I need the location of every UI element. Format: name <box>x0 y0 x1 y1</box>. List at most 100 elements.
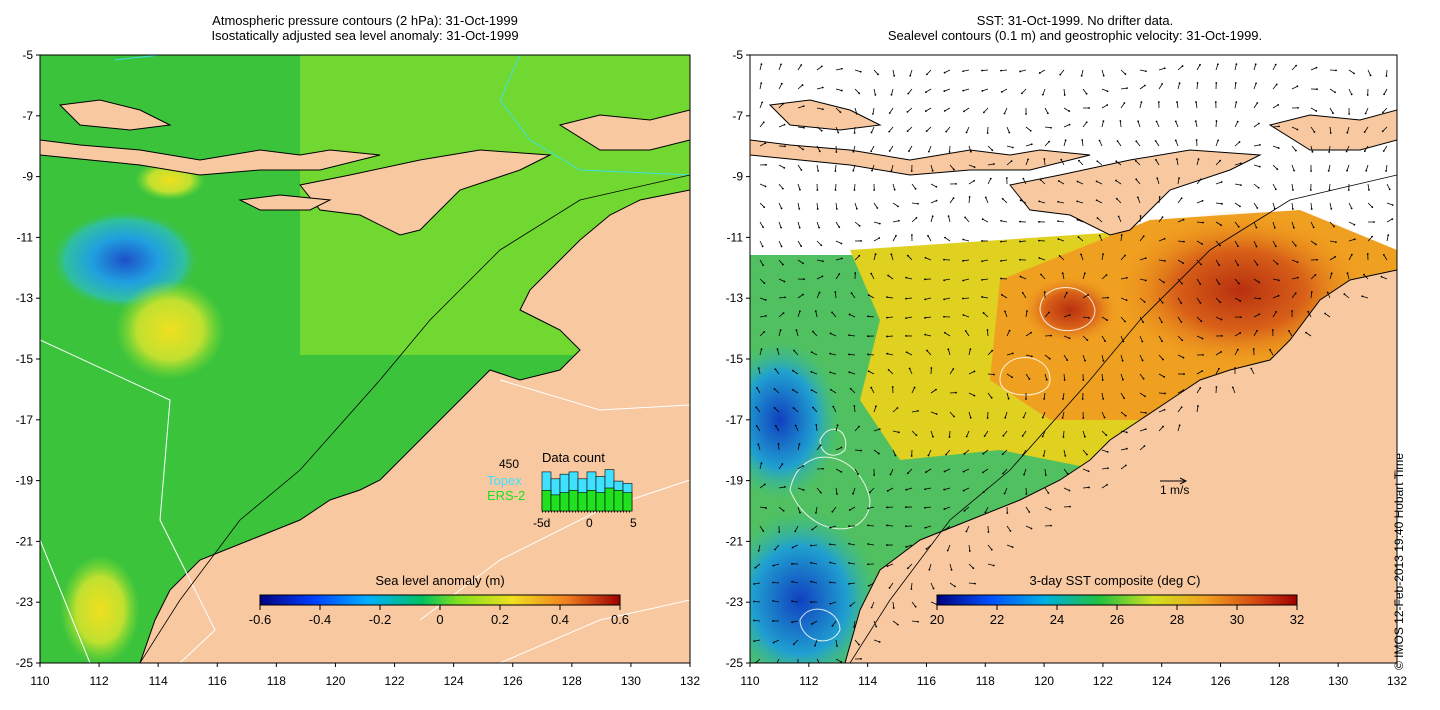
y-tick-label: -9 <box>22 170 33 184</box>
right-australia-coast <box>844 269 1397 663</box>
y-tick-label: -25 <box>726 656 744 670</box>
right-title-line2: Sealevel contours (0.1 m) and geostrophi… <box>887 28 1263 43</box>
left-bathymetry <box>139 174 690 663</box>
colorbar-tick-label: -0.4 <box>309 612 331 627</box>
right-cool-south <box>750 510 880 663</box>
colorbar-tick-label: 0.4 <box>551 612 569 627</box>
x-tick-label: 126 <box>1211 674 1231 688</box>
y-tick-label: -13 <box>726 291 744 305</box>
x-tick-label: 116 <box>917 674 936 688</box>
left-colorbar-label: Sea level anomaly (m) <box>375 573 504 588</box>
inset-tick-minus5: -5d <box>533 516 550 530</box>
ers-bar <box>604 487 615 512</box>
right-flores-sumbawa <box>750 139 1091 176</box>
colorbar-tick-label: -0.2 <box>369 612 391 627</box>
ers-bar <box>586 489 597 512</box>
left-sumba-island <box>238 194 332 211</box>
colorbar-tick-label: 0.2 <box>491 612 509 627</box>
x-tick-label: 124 <box>444 674 464 688</box>
right-north-islands <box>1268 109 1397 151</box>
geostrophic-velocity-field <box>753 63 1394 663</box>
x-tick-label: 118 <box>267 674 286 688</box>
left-java-fragment <box>58 99 172 131</box>
x-tick-label: 116 <box>208 674 227 688</box>
left-title-line2: Isostatically adjusted sea level anomaly… <box>211 28 519 43</box>
y-tick-label: -13 <box>16 291 34 305</box>
ers-bar <box>559 492 570 512</box>
left-map <box>40 55 690 663</box>
y-tick-label: -23 <box>16 595 34 609</box>
inset-max-label: 450 <box>499 457 519 471</box>
x-tick-label: 128 <box>1269 674 1289 688</box>
ers-bar <box>595 492 606 512</box>
left-colorbar <box>259 594 621 606</box>
colorbar-tick-label: 22 <box>990 612 1004 627</box>
x-tick-label: 122 <box>1093 674 1113 688</box>
y-tick-label: -23 <box>726 595 744 609</box>
y-tick-label: -15 <box>726 352 744 366</box>
right-sealevel-contours <box>789 287 1096 642</box>
y-tick-label: -17 <box>16 413 34 427</box>
right-java-fragment <box>768 99 882 131</box>
x-tick-label: 120 <box>325 674 345 688</box>
right-warm-eddy <box>1020 275 1120 345</box>
x-tick-label: 132 <box>680 674 700 688</box>
ers-bar <box>568 489 579 512</box>
x-tick-label: 132 <box>1387 674 1407 688</box>
data-count-inset: 450 Topex ERS-2 Data count -5d 0 5 <box>487 450 637 530</box>
right-cool-west <box>750 340 840 500</box>
left-panel-title: Atmospheric pressure contours (2 hPa): 3… <box>40 13 690 43</box>
right-bathymetry <box>849 174 1397 663</box>
inset-tick-5: 5 <box>630 516 637 530</box>
inset-ers-label: ERS-2 <box>487 488 525 503</box>
x-tick-label: 126 <box>503 674 523 688</box>
ers-bar <box>541 489 552 512</box>
imos-credit: © IMOS 12-Feb-2013 19:40 Hobart Time <box>1392 453 1406 670</box>
inset-histogram <box>541 469 633 513</box>
x-tick-label: 130 <box>621 674 641 688</box>
x-tick-label: 120 <box>1034 674 1054 688</box>
left-timor-island <box>299 149 552 236</box>
colorbar-tick-label: 30 <box>1230 612 1244 627</box>
right-panel-title: SST: 31-Oct-1999. No drifter data. Seale… <box>750 13 1400 43</box>
right-title-line1: SST: 31-Oct-1999. No drifter data. <box>976 13 1174 28</box>
y-tick-label: -21 <box>16 534 34 548</box>
colorbar-tick-label: 26 <box>1110 612 1124 627</box>
y-tick-label: -5 <box>22 48 33 62</box>
colorbar-tick-label: 0.6 <box>611 612 629 627</box>
y-tick-label: -19 <box>16 474 34 488</box>
y-tick-label: -9 <box>732 170 743 184</box>
velocity-scale: 1 m/s <box>1160 477 1189 497</box>
left-australia-coast <box>139 189 690 663</box>
x-tick-label: 114 <box>149 674 168 688</box>
colorbar-tick-label: 24 <box>1050 612 1064 627</box>
x-tick-label: 110 <box>30 674 49 688</box>
left-north-islands <box>558 109 690 151</box>
right-map <box>750 55 1397 663</box>
y-tick-label: -21 <box>726 534 744 548</box>
y-tick-label: -25 <box>16 656 34 670</box>
ers-bar <box>622 492 633 512</box>
ers-bar <box>550 494 561 512</box>
colorbar-tick-label: -0.6 <box>249 612 271 627</box>
left-flores-sumbawa <box>40 139 381 176</box>
x-tick-label: 118 <box>976 674 995 688</box>
x-tick-label: 128 <box>562 674 582 688</box>
ers-bar <box>577 492 588 512</box>
colorbar-tick-label: 0 <box>436 612 443 627</box>
x-tick-label: 130 <box>1328 674 1348 688</box>
x-tick-label: 112 <box>799 674 818 688</box>
y-tick-label: -5 <box>732 48 743 62</box>
colorbar-tick-label: 32 <box>1290 612 1304 627</box>
y-tick-label: -7 <box>732 109 743 123</box>
x-tick-label: 122 <box>385 674 405 688</box>
left-colorbar-ticks: -0.6 -0.4 -0.2 0 0.2 0.4 0.6 <box>249 605 629 627</box>
left-pressure-contour <box>40 339 690 663</box>
y-tick-label: -17 <box>726 413 744 427</box>
inset-topex-label: Topex <box>487 473 522 488</box>
y-tick-label: -7 <box>22 109 33 123</box>
y-tick-label: -11 <box>727 230 744 244</box>
x-tick-label: 110 <box>740 674 759 688</box>
y-tick-label: -11 <box>17 230 34 244</box>
y-tick-label: -15 <box>16 352 34 366</box>
